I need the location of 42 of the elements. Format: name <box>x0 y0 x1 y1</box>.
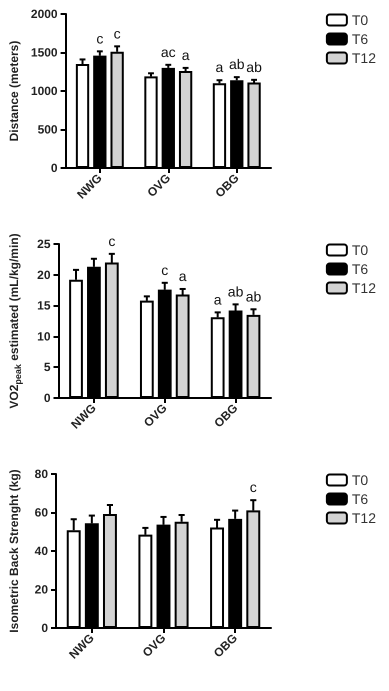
y-tick-label: 25 <box>37 237 51 251</box>
data-label: ab <box>246 58 262 75</box>
legend-label: T12 <box>352 510 376 526</box>
data-label: a <box>178 268 187 284</box>
data-label: ab <box>228 283 244 300</box>
y-tick-label: 40 <box>34 544 48 558</box>
data-label: ab <box>228 56 245 72</box>
y-tick-label: 60 <box>34 506 48 520</box>
y-axis-title: Isometric Back Strenght (kg) <box>7 469 21 633</box>
data-label: c <box>161 262 168 278</box>
data-label: ab <box>246 288 262 304</box>
data-label: c <box>250 479 257 496</box>
y-tick-label: 0 <box>41 621 48 635</box>
legend-label: T12 <box>352 280 376 296</box>
y-tick-label: 500 <box>38 122 58 136</box>
legend-label: T6 <box>352 31 368 47</box>
y-axis-title: Distance (meters) <box>7 40 21 142</box>
data-label: ac <box>160 44 176 60</box>
legend-label: T0 <box>352 242 368 258</box>
y-tick-label: 1000 <box>30 84 58 98</box>
legend-label: T6 <box>352 261 368 277</box>
legend-label: T0 <box>352 12 368 28</box>
data-label: a <box>216 59 224 76</box>
y-axis-title: VO2peak estimated (mL/kg/min) <box>7 233 23 409</box>
y-tick-label: 20 <box>34 582 48 596</box>
data-label: c <box>96 30 104 46</box>
y-tick-label: 20 <box>37 268 51 282</box>
legend-label: T6 <box>352 491 368 507</box>
y-tick-label: 0 <box>44 391 51 405</box>
y-tick-label: 5 <box>44 360 51 374</box>
y-tick-label: 80 <box>34 467 48 481</box>
y-tick-label: 10 <box>37 329 51 344</box>
data-label: c <box>108 232 116 249</box>
y-tick-label: 1500 <box>30 46 58 60</box>
legend-label: T0 <box>352 472 368 488</box>
y-tick-label: 0 <box>50 161 58 175</box>
legend-label: T12 <box>352 50 376 66</box>
data-label: c <box>114 25 121 42</box>
data-label: a <box>214 291 222 308</box>
y-tick-label: 15 <box>37 298 51 313</box>
y-tick-label: 2000 <box>30 7 58 21</box>
data-label: a <box>182 46 190 63</box>
